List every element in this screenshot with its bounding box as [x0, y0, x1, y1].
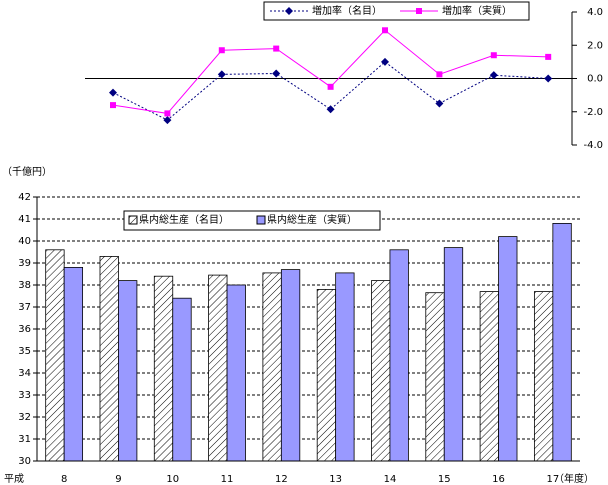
legend-box — [263, 1, 530, 21]
legend-swatch — [128, 215, 138, 225]
x-tick-label: 12 — [275, 474, 288, 485]
y-tick-label: 39 — [18, 258, 31, 269]
point — [382, 27, 388, 34]
point — [381, 57, 389, 66]
point — [217, 70, 226, 79]
legend-label: 県内総生産（実質） — [267, 213, 357, 226]
y-tick-label: 0.0 — [587, 74, 603, 85]
y-tick-label: 36 — [18, 324, 31, 335]
legend-label: 増加率（実質） — [442, 4, 512, 17]
y-tick-label: 30 — [18, 456, 31, 467]
point — [436, 71, 443, 78]
bar — [280, 269, 301, 462]
x-suffix: （年度） — [554, 472, 594, 485]
bar — [425, 292, 445, 462]
y-tick-label: 4.0 — [587, 7, 603, 18]
bar — [262, 272, 282, 462]
y-tick-label: 42 — [18, 192, 31, 203]
y-tick-label: 33 — [18, 390, 31, 401]
point — [489, 71, 498, 80]
legend-label: 増加率（名目） — [312, 4, 382, 17]
point — [110, 102, 116, 109]
y-tick-label: 32 — [18, 412, 31, 423]
bar — [63, 266, 84, 462]
x-tick-label: 14 — [384, 474, 397, 485]
point — [272, 69, 281, 78]
point — [544, 74, 553, 83]
y-tick-label: -2.0 — [583, 107, 603, 118]
y-tick-label: 31 — [18, 434, 31, 445]
x-tick-label: 15 — [438, 474, 451, 485]
point — [163, 116, 172, 125]
point — [326, 105, 335, 114]
point — [490, 52, 497, 59]
y-axis-label: （千億円） — [2, 165, 52, 178]
bar — [335, 272, 355, 462]
bar — [118, 280, 138, 462]
bar — [316, 288, 337, 462]
point — [545, 53, 552, 60]
bar — [389, 249, 409, 462]
point — [435, 99, 444, 108]
legend-swatch — [256, 215, 266, 225]
y-tick-label: 37 — [18, 302, 31, 313]
legend-marker — [416, 8, 422, 14]
bar — [172, 297, 192, 462]
x-prefix: 平成 — [4, 473, 24, 485]
point — [164, 110, 171, 117]
x-tick-label: 8 — [61, 474, 67, 485]
x-tick-label: 16 — [492, 474, 505, 485]
series-line — [112, 61, 549, 121]
point — [273, 45, 280, 52]
x-tick-label: 13 — [329, 474, 342, 485]
x-tick-label: 10 — [166, 474, 179, 485]
bar — [479, 291, 499, 462]
bar — [371, 280, 391, 462]
bar — [45, 249, 65, 462]
legend-label: 県内総生産（名目） — [139, 213, 229, 226]
y-tick-label: 35 — [18, 346, 31, 357]
x-tick-label: 11 — [221, 474, 234, 485]
bar — [226, 284, 246, 462]
y-tick-label: 41 — [18, 214, 31, 225]
y-tick-label: 40 — [18, 236, 31, 247]
bar — [153, 275, 174, 462]
y-tick-label: 38 — [18, 280, 31, 291]
y-tick-label: -4.0 — [583, 140, 603, 151]
legend-marker — [285, 7, 293, 15]
legend-box — [123, 210, 381, 231]
bar — [443, 247, 464, 462]
point — [109, 88, 117, 97]
x-tick-label: 17 — [546, 474, 559, 485]
bar — [552, 222, 572, 462]
point — [218, 47, 225, 54]
series-line — [112, 29, 549, 114]
y-tick-label: 34 — [18, 368, 31, 379]
bar — [498, 236, 518, 462]
bar — [533, 291, 554, 462]
x-tick-label: 9 — [115, 474, 121, 485]
point — [327, 83, 334, 90]
y-tick-label: 2.0 — [587, 40, 603, 51]
bar — [208, 274, 228, 462]
bar — [99, 255, 119, 462]
